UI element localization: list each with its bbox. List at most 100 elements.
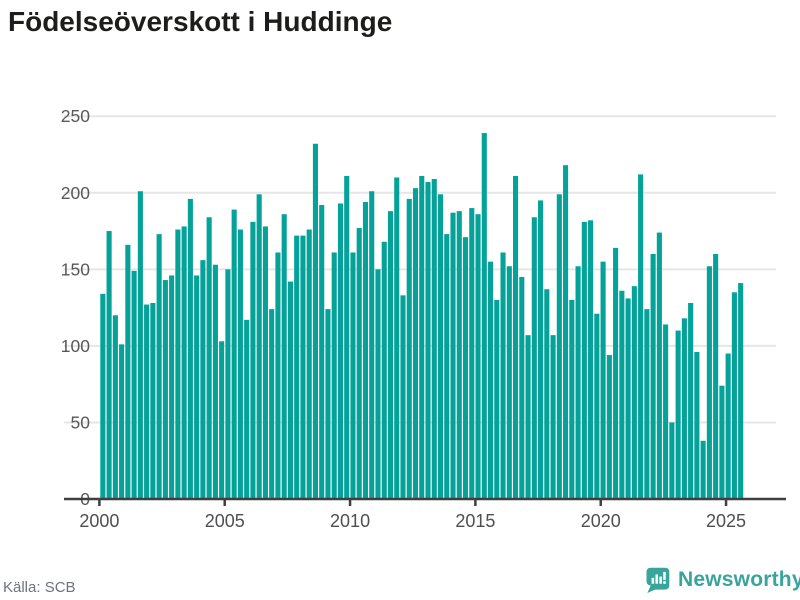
bar-2017Q1 — [525, 335, 531, 499]
bar-2022Q3 — [663, 324, 669, 499]
bar-2014Q3 — [462, 237, 469, 499]
bar-2022Q1 — [650, 254, 656, 499]
bar-2011Q1 — [375, 269, 381, 499]
bar-2009Q4 — [344, 175, 350, 500]
bar-2002Q1 — [150, 303, 156, 499]
bar-2014Q1 — [450, 212, 456, 500]
bar-2014Q2 — [456, 211, 462, 499]
bar-2019Q4 — [594, 313, 600, 499]
bar-2007Q3 — [287, 281, 293, 499]
bar-2010Q3 — [362, 201, 369, 499]
y-tick-label-200: 200 — [61, 183, 90, 203]
bar-2015Q4 — [494, 299, 500, 499]
x-tick-label-2010: 2010 — [330, 511, 370, 531]
bar-2016Q4 — [519, 276, 525, 499]
newsworthy-logo[interactable]: Newsworthy — [644, 566, 800, 593]
bar-2016Q2 — [506, 266, 512, 499]
bar-2005Q4 — [244, 319, 250, 499]
bar-2007Q1 — [275, 252, 281, 499]
bar-2024Q2 — [706, 266, 712, 499]
bar-2015Q3 — [487, 261, 494, 499]
bar-2020Q1 — [600, 261, 606, 499]
bar-2001Q3 — [137, 191, 143, 500]
newsworthy-wordmark: Newsworthy — [678, 567, 800, 591]
bar-2022Q2 — [656, 232, 662, 499]
x-tick-label-2025: 2025 — [706, 511, 746, 531]
bar-2001Q2 — [131, 270, 137, 499]
bar-2021Q3 — [638, 174, 644, 499]
bar-2020Q2 — [606, 355, 612, 499]
bar-2004Q3 — [212, 264, 218, 499]
bar-2019Q1 — [575, 266, 581, 499]
bar-2000Q2 — [106, 231, 112, 500]
bar-2024Q4 — [719, 385, 725, 499]
bar-2000Q1 — [100, 293, 106, 499]
bar-2024Q1 — [700, 440, 706, 499]
bar-2020Q3 — [613, 247, 619, 499]
bar-2005Q2 — [231, 209, 237, 499]
bar-2017Q4 — [544, 289, 550, 499]
newsworthy-icon — [646, 567, 670, 593]
bar-2004Q2 — [206, 217, 212, 499]
bar-2006Q2 — [256, 194, 262, 500]
bar-2013Q3 — [437, 194, 444, 500]
bar-2003Q1 — [175, 229, 181, 499]
bar-2012Q1 — [400, 295, 406, 499]
y-tick-label-50: 50 — [71, 412, 91, 432]
bar-2025Q3 — [738, 283, 744, 499]
y-tick-label-250: 250 — [61, 106, 90, 126]
bar-2012Q4 — [419, 175, 425, 500]
bar-2017Q3 — [538, 200, 544, 500]
bar-2003Q3 — [187, 198, 193, 499]
bar-2001Q1 — [125, 244, 131, 499]
bar-2023Q3 — [688, 303, 694, 499]
bar-2005Q3 — [237, 229, 243, 499]
bar-2019Q2 — [581, 221, 587, 499]
bar-2015Q2 — [481, 133, 487, 500]
bar-2002Q3 — [162, 280, 168, 499]
bar-2011Q4 — [394, 177, 400, 499]
bar-2004Q1 — [200, 260, 206, 499]
bar-2023Q2 — [681, 318, 687, 499]
bar-2003Q2 — [181, 226, 187, 499]
bar-2023Q4 — [694, 352, 700, 499]
x-tick-label-2020: 2020 — [581, 511, 621, 531]
y-tick-label-100: 100 — [61, 336, 90, 356]
bar-2008Q1 — [300, 235, 306, 499]
bar-2018Q2 — [556, 194, 562, 500]
bar-2009Q2 — [331, 252, 337, 499]
bar-2010Q2 — [356, 227, 362, 500]
x-tick-label-2000: 2000 — [79, 511, 119, 531]
bar-2010Q4 — [369, 191, 375, 500]
bar-2000Q3 — [112, 315, 118, 499]
bar-2002Q2 — [156, 234, 162, 499]
bar-2001Q4 — [144, 304, 150, 499]
bar-2005Q1 — [225, 269, 231, 499]
bar-2002Q4 — [169, 275, 175, 499]
bar-2006Q1 — [250, 221, 256, 499]
bar-2025Q2 — [731, 292, 737, 499]
bar-2018Q1 — [550, 335, 556, 499]
bar-2019Q3 — [588, 220, 594, 499]
bar-2007Q4 — [294, 235, 300, 499]
bar-2016Q1 — [500, 252, 506, 499]
bar-2025Q1 — [725, 353, 731, 499]
bar-2012Q2 — [406, 198, 412, 499]
chart-title: Födelseöverskott i Huddinge — [8, 6, 393, 37]
bar-2017Q2 — [531, 217, 537, 499]
bar-2014Q4 — [469, 208, 475, 499]
bar-2021Q4 — [644, 309, 650, 499]
bar-2013Q4 — [444, 234, 450, 499]
source-note: Källa: SCB — [3, 579, 76, 596]
bar-2008Q3 — [312, 143, 318, 499]
bar-2012Q3 — [412, 188, 419, 500]
bar-2010Q1 — [350, 252, 356, 499]
bar-2021Q1 — [625, 298, 631, 499]
bar-2018Q3 — [563, 165, 569, 499]
bar-2009Q1 — [325, 309, 331, 499]
bar-2003Q4 — [194, 275, 200, 499]
bar-2020Q4 — [619, 290, 625, 499]
bar-2008Q2 — [306, 229, 312, 499]
